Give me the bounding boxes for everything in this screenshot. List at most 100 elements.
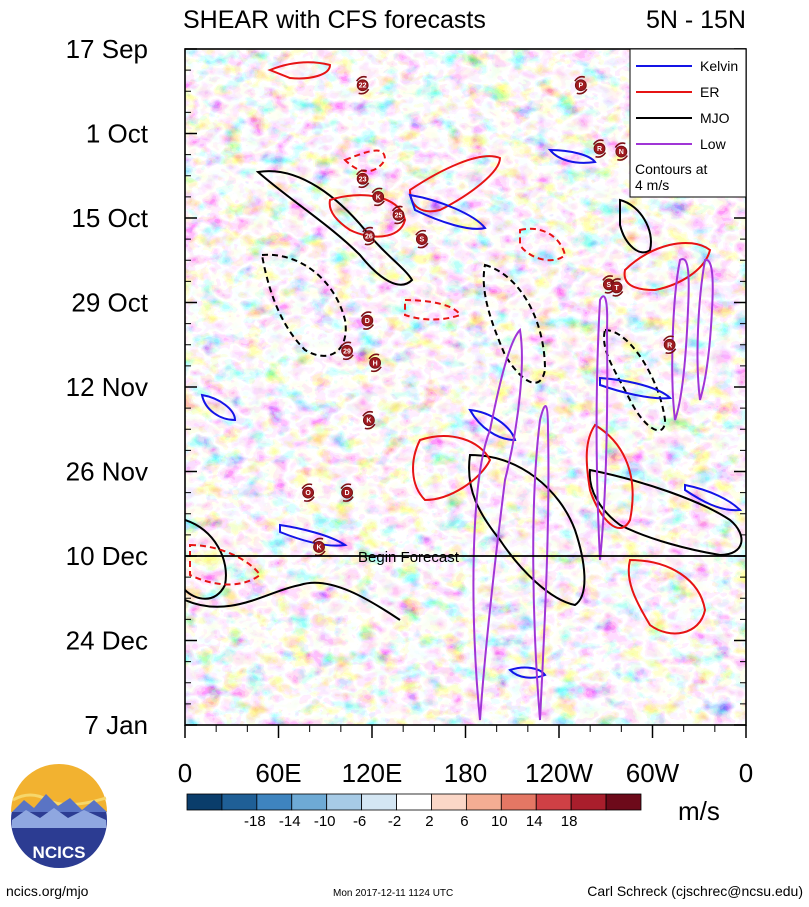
colorbar-swatch xyxy=(221,793,258,811)
storm-marker: 23 xyxy=(355,169,370,189)
storm-label: R xyxy=(597,146,602,153)
colorbar-swatch xyxy=(186,793,223,811)
x-tick-label: 0 xyxy=(178,758,192,788)
storm-label: H xyxy=(373,360,378,367)
storm-marker: S xyxy=(415,229,429,249)
colorbar-swatch xyxy=(326,793,363,811)
wave-contour xyxy=(185,581,401,621)
footer-url: ncics.org/mjo xyxy=(6,883,89,899)
x-tick-label: 180 xyxy=(444,758,487,788)
x-tick-label: 60W xyxy=(626,758,680,788)
storm-label: 26 xyxy=(365,234,373,241)
y-tick-label: 15 Oct xyxy=(71,203,148,233)
wave-contour xyxy=(412,435,492,502)
storm-label: 22 xyxy=(359,83,367,90)
wave-contour xyxy=(627,558,707,635)
colorbar-label: -2 xyxy=(388,813,401,830)
legend-label: Low xyxy=(700,136,727,152)
storm-marker: R xyxy=(662,335,677,355)
ncics-logo: NCICS xyxy=(11,764,107,868)
colorbar-label: 14 xyxy=(526,813,543,830)
storm-label: 25 xyxy=(395,212,403,219)
colorbar-swatch xyxy=(256,793,293,811)
storm-label: K xyxy=(316,544,321,551)
wave-contour xyxy=(404,298,462,321)
colorbar-label: 18 xyxy=(561,813,578,830)
wave-contour xyxy=(267,61,332,80)
y-tick-label: 17 Sep xyxy=(66,34,148,64)
legend-label: ER xyxy=(700,84,719,100)
x-tick-label: 120E xyxy=(342,758,403,788)
y-tick-label: 12 Nov xyxy=(66,372,148,402)
storm-marker: 26 xyxy=(362,226,376,246)
y-tick-label: 24 Dec xyxy=(66,626,148,656)
forecast-label: Begin Forecast xyxy=(358,549,460,566)
wave-contour xyxy=(408,155,502,213)
storm-marker: K xyxy=(312,537,326,557)
storm-label: S xyxy=(420,237,425,244)
wave-contour xyxy=(508,666,547,679)
storm-marker: T xyxy=(609,278,624,297)
colorbar-label: -6 xyxy=(353,813,366,830)
storm-label: N xyxy=(619,149,624,156)
y-tick-label: 26 Nov xyxy=(66,457,148,487)
storm-label: K xyxy=(366,418,371,425)
wave-contour xyxy=(468,453,586,607)
legend: Kelvin ER MJO Low Contours at 4 m/s xyxy=(629,48,747,198)
storm-marker: 29 xyxy=(340,341,354,361)
x-axis: 0 60E 120E 180 120W 60W 0 xyxy=(178,725,753,788)
legend-note-2: 4 m/s xyxy=(635,177,669,193)
colorbar-swatch xyxy=(605,793,642,811)
wave-contour xyxy=(468,408,517,442)
wave-contour xyxy=(671,258,690,421)
wave-contour xyxy=(599,376,673,400)
chart-title: SHEAR with CFS forecasts xyxy=(183,6,486,34)
storm-marker: 22 xyxy=(355,75,370,95)
colorbar-label: -18 xyxy=(244,813,266,830)
wave-contour xyxy=(619,198,652,254)
colorbar-swatch xyxy=(535,793,572,811)
colorbar: -18 -14 -10 -6 -2 2 6 10 14 18 xyxy=(186,793,642,830)
wave-contour xyxy=(279,523,348,547)
colorbar-label: -14 xyxy=(279,813,301,830)
storm-marker: R xyxy=(592,139,607,158)
storm-label: D xyxy=(365,318,370,325)
wave-contour xyxy=(595,295,609,561)
x-tick-label: 0 xyxy=(739,758,753,788)
storm-marker: K xyxy=(371,187,385,207)
wave-contour xyxy=(585,423,634,530)
colorbar-label: 6 xyxy=(460,813,468,830)
legend-box xyxy=(629,48,747,198)
colorbar-swatch xyxy=(431,793,467,811)
storm-label: R xyxy=(667,342,672,349)
wave-contour xyxy=(408,193,487,230)
storm-label: O xyxy=(305,490,311,497)
storm-label: 23 xyxy=(359,176,367,183)
legend-label: Kelvin xyxy=(700,58,738,74)
legend-note-1: Contours at xyxy=(635,161,707,177)
storm-marker: N xyxy=(614,142,628,161)
footer-author: Carl Schreck (cjschrec@ncsu.edu) xyxy=(587,883,803,899)
storm-marker: 25 xyxy=(391,205,406,225)
footer-timestamp: Mon 2017-12-11 1124 UTC xyxy=(333,888,453,899)
chart-region: 5N - 15N xyxy=(646,6,746,34)
wave-contour xyxy=(547,148,597,164)
storm-marker: D xyxy=(340,483,354,502)
wave-contour xyxy=(200,393,237,422)
y-axis: 17 Sep 1 Oct 15 Oct 29 Oct 12 Nov 26 Nov 10 De… xyxy=(66,34,746,740)
storm-label: P xyxy=(578,83,583,90)
wave-contour xyxy=(696,258,714,401)
wave-contour xyxy=(623,242,712,292)
y-tick-label: 29 Oct xyxy=(71,288,148,318)
wave-contour xyxy=(532,405,550,721)
y-tick-label: 7 Jan xyxy=(84,710,148,740)
wave-contour xyxy=(603,328,667,432)
colorbar-swatch xyxy=(570,793,607,811)
storm-marker: D xyxy=(360,311,374,330)
wave-contour xyxy=(260,253,347,357)
colorbar-swatch xyxy=(500,793,537,811)
colorbar-swatch xyxy=(396,793,432,811)
storm-label: K xyxy=(376,194,381,201)
legend-label: MJO xyxy=(700,110,730,126)
